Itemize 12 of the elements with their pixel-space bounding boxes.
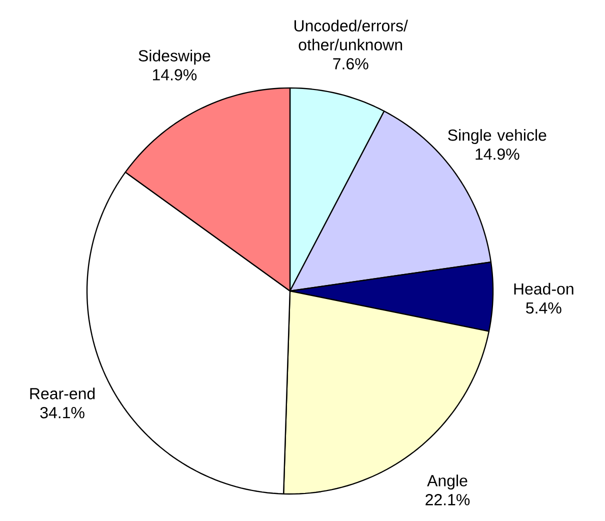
slice-label: Rear-end bbox=[30, 388, 95, 400]
slice-label: Head-on bbox=[514, 282, 574, 295]
data-label: 5.4% bbox=[526, 302, 562, 314]
slice-label: Uncoded/errors/ other/unknown bbox=[294, 20, 408, 50]
data-label: 34.1% bbox=[40, 406, 84, 418]
slice-label: Sideswipe bbox=[138, 50, 210, 65]
data-label: 22.1% bbox=[426, 494, 470, 506]
data-label: 14.9% bbox=[152, 69, 197, 80]
slice-label: Angle bbox=[427, 474, 468, 490]
data-label: 7.6% bbox=[333, 58, 368, 70]
slice-label: Single vehicle bbox=[448, 129, 546, 144]
data-label: 14.9% bbox=[476, 148, 520, 160]
